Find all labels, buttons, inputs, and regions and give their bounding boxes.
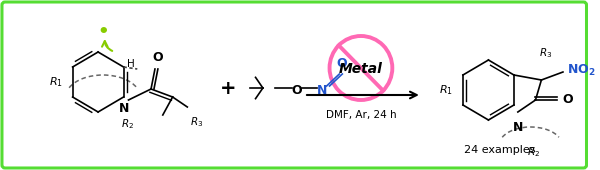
Text: $R_3$: $R_3$ (190, 115, 203, 129)
Text: N: N (119, 102, 130, 115)
Text: Metal: Metal (339, 62, 383, 76)
Text: 24 examples: 24 examples (464, 145, 536, 155)
Text: $R_2$: $R_2$ (527, 145, 540, 159)
Text: $R_1$: $R_1$ (439, 83, 453, 97)
Text: O: O (291, 83, 302, 97)
Text: O: O (152, 51, 163, 64)
Text: •: • (97, 23, 109, 41)
Text: N: N (317, 83, 327, 97)
Text: $R_3$: $R_3$ (539, 46, 552, 60)
Text: DMF, Ar, 24 h: DMF, Ar, 24 h (326, 110, 396, 120)
Text: $R_2$: $R_2$ (121, 117, 134, 131)
Text: $\mathbf{NO_2}$: $\mathbf{NO_2}$ (567, 62, 595, 78)
Text: H: H (127, 59, 135, 69)
Text: +: + (220, 79, 237, 98)
Text: $R_1$: $R_1$ (49, 75, 63, 89)
Text: O: O (336, 57, 347, 70)
Text: N: N (512, 121, 523, 134)
Text: O: O (562, 92, 572, 106)
